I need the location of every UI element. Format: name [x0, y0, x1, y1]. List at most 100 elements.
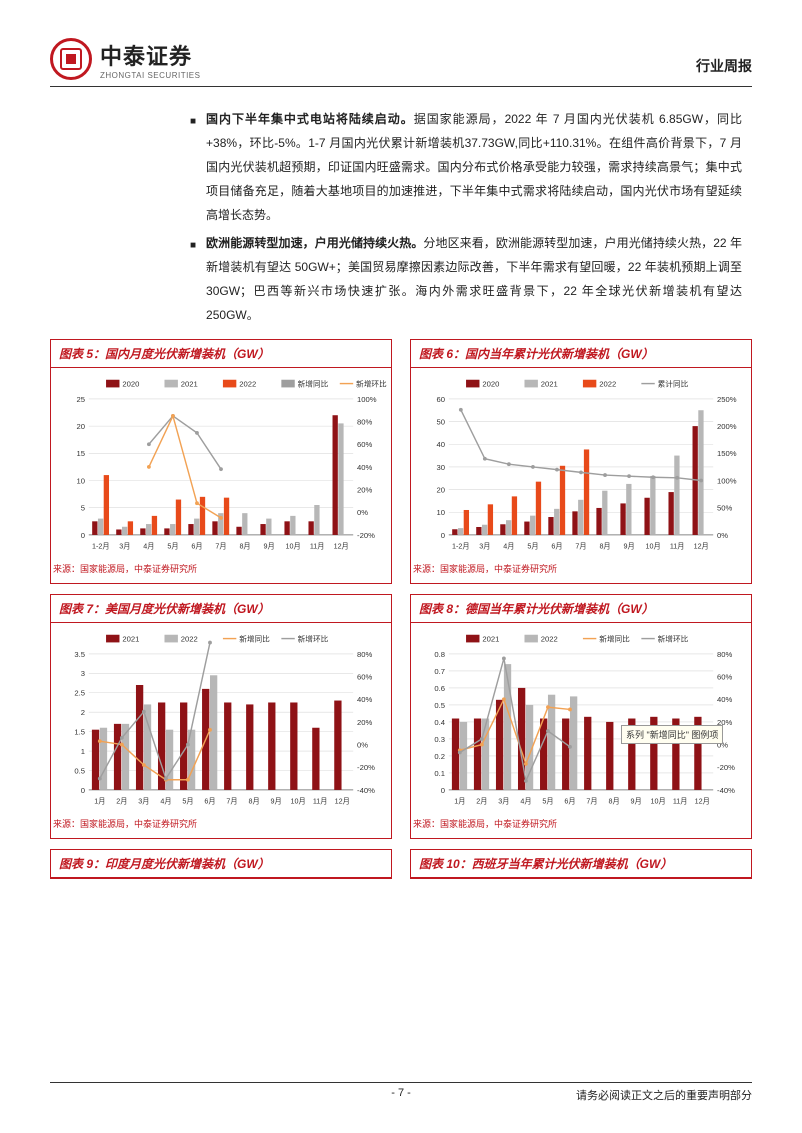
svg-text:150%: 150% [717, 449, 737, 458]
svg-text:25: 25 [76, 395, 85, 404]
chart-6-title: 图表 6：国内当年累计光伏新增装机（GW） [411, 340, 751, 368]
svg-text:2月: 2月 [476, 797, 487, 805]
chart-5-area: 202020212022新增同比新增环比0510152025-20%0%20%4… [51, 368, 391, 558]
svg-text:0: 0 [81, 786, 85, 795]
svg-text:6月: 6月 [204, 797, 215, 805]
svg-text:7月: 7月 [226, 797, 237, 805]
svg-text:20%: 20% [357, 718, 373, 727]
svg-text:20: 20 [76, 422, 85, 431]
svg-text:10月: 10月 [286, 542, 301, 550]
chart-5-title: 图表 5：国内月度光伏新增装机（GW） [51, 340, 391, 368]
page-number: - 7 - [50, 1087, 752, 1099]
bullet-2-lead: 欧洲能源转型加速，户用光储持续火热。 [206, 236, 423, 250]
svg-text:11月: 11月 [670, 542, 685, 550]
svg-text:9月: 9月 [623, 542, 634, 550]
svg-text:3月: 3月 [479, 542, 490, 550]
svg-text:-40%: -40% [717, 786, 735, 795]
svg-text:50%: 50% [717, 504, 733, 513]
svg-text:2022: 2022 [599, 379, 616, 388]
svg-text:3.5: 3.5 [74, 650, 85, 659]
svg-text:新增环比: 新增环比 [658, 633, 689, 643]
svg-text:2: 2 [81, 708, 85, 717]
svg-text:3月: 3月 [138, 797, 149, 805]
svg-text:12月: 12月 [335, 797, 350, 805]
chart-6-source: 来源：国家能源局，中泰证券研究所 [411, 558, 751, 583]
chart-10-block: 图表 10：西班牙当年累计光伏新增装机（GW） [410, 849, 752, 879]
svg-text:40%: 40% [717, 695, 733, 704]
svg-text:0: 0 [81, 531, 85, 540]
svg-text:0.5: 0.5 [434, 701, 445, 710]
bullet-1-lead: 国内下半年集中式电站将陆续启动。 [206, 112, 414, 126]
svg-text:11月: 11月 [673, 797, 688, 805]
svg-text:2020: 2020 [482, 379, 499, 388]
svg-text:9月: 9月 [263, 542, 274, 550]
svg-text:0.2: 0.2 [434, 752, 445, 761]
svg-text:5月: 5月 [527, 542, 538, 550]
bullet-icon: ■ [190, 112, 196, 227]
svg-text:100%: 100% [357, 395, 377, 404]
svg-text:60%: 60% [357, 672, 373, 681]
svg-text:6月: 6月 [551, 542, 562, 550]
chart-7-area: 20212022新增同比新增环比00.511.522.533.5-40%-20%… [51, 623, 391, 813]
svg-text:2月: 2月 [116, 797, 127, 805]
svg-text:2021: 2021 [181, 379, 198, 388]
svg-text:11月: 11月 [310, 542, 325, 550]
chart-6-area: 202020212022累计同比01020304050600%50%100%15… [411, 368, 751, 558]
svg-text:1-2月: 1-2月 [452, 542, 470, 550]
svg-text:1-2月: 1-2月 [92, 542, 110, 550]
svg-text:1月: 1月 [94, 797, 105, 805]
svg-text:5月: 5月 [167, 542, 178, 550]
svg-text:4月: 4月 [160, 797, 171, 805]
svg-text:0.8: 0.8 [434, 650, 445, 659]
svg-text:4月: 4月 [520, 797, 531, 805]
chart-10-title: 图表 10：西班牙当年累计光伏新增装机（GW） [411, 850, 751, 878]
svg-text:200%: 200% [717, 422, 737, 431]
svg-text:10: 10 [436, 508, 445, 517]
chart-7-block: 图表 7：美国月度光伏新增装机（GW） 20212022新增同比新增环比00.5… [50, 594, 392, 839]
svg-text:2022: 2022 [541, 634, 558, 643]
chart-9-block: 图表 9：印度月度光伏新增装机（GW） [50, 849, 392, 879]
svg-text:250%: 250% [717, 395, 737, 404]
svg-text:8月: 8月 [248, 797, 259, 805]
svg-text:30: 30 [436, 463, 445, 472]
svg-text:5: 5 [81, 504, 85, 513]
chart-5-svg: 202020212022新增同比新增环比0510152025-20%0%20%4… [55, 374, 387, 556]
svg-text:9月: 9月 [630, 797, 641, 805]
svg-text:60%: 60% [357, 440, 373, 449]
svg-text:11月: 11月 [313, 797, 328, 805]
svg-text:8月: 8月 [239, 542, 250, 550]
svg-text:4月: 4月 [503, 542, 514, 550]
svg-text:新增环比: 新增环比 [298, 633, 329, 643]
svg-text:3月: 3月 [498, 797, 509, 805]
svg-text:1月: 1月 [454, 797, 465, 805]
charts-grid: 图表 5：国内月度光伏新增装机（GW） 202020212022新增同比新增环比… [50, 339, 752, 879]
svg-text:-40%: -40% [357, 786, 375, 795]
svg-text:-20%: -20% [357, 531, 375, 540]
chart-5-source: 来源：国家能源局，中泰证券研究所 [51, 558, 391, 583]
logo: 中泰证券 ZHONGTAI SECURITIES [50, 38, 200, 80]
svg-text:新增环比: 新增环比 [356, 378, 387, 388]
svg-text:2022: 2022 [239, 379, 256, 388]
svg-text:0.4: 0.4 [434, 718, 445, 727]
chart-8-title: 图表 8：德国当年累计光伏新增装机（GW） [411, 595, 751, 623]
chart-8-block: 图表 8：德国当年累计光伏新增装机（GW） 20212022新增同比新增环比00… [410, 594, 752, 839]
svg-text:80%: 80% [357, 650, 373, 659]
bullet-1-text: 据国家能源局，2022 年 7 月国内光伏装机 6.85GW，同比+38%，环比… [206, 112, 742, 222]
chart-5-block: 图表 5：国内月度光伏新增装机（GW） 202020212022新增同比新增环比… [50, 339, 392, 584]
svg-text:80%: 80% [357, 417, 373, 426]
svg-text:0%: 0% [357, 740, 368, 749]
svg-text:40: 40 [436, 440, 445, 449]
chart-8-tooltip: 系列 "新增同比" 图例项 [621, 725, 723, 744]
chart-7-svg: 20212022新增同比新增环比00.511.522.533.5-40%-20%… [55, 629, 387, 811]
svg-text:10: 10 [76, 476, 85, 485]
svg-text:5月: 5月 [182, 797, 193, 805]
bullet-icon: ■ [190, 236, 196, 327]
svg-text:12月: 12月 [694, 542, 709, 550]
svg-text:8月: 8月 [599, 542, 610, 550]
chart-7-title: 图表 7：美国月度光伏新增装机（GW） [51, 595, 391, 623]
svg-text:5月: 5月 [542, 797, 553, 805]
svg-text:2021: 2021 [122, 634, 139, 643]
bullet-1: ■ 国内下半年集中式电站将陆续启动。据国家能源局，2022 年 7 月国内光伏装… [190, 107, 742, 227]
svg-text:-20%: -20% [717, 763, 735, 772]
svg-text:0.3: 0.3 [434, 735, 445, 744]
